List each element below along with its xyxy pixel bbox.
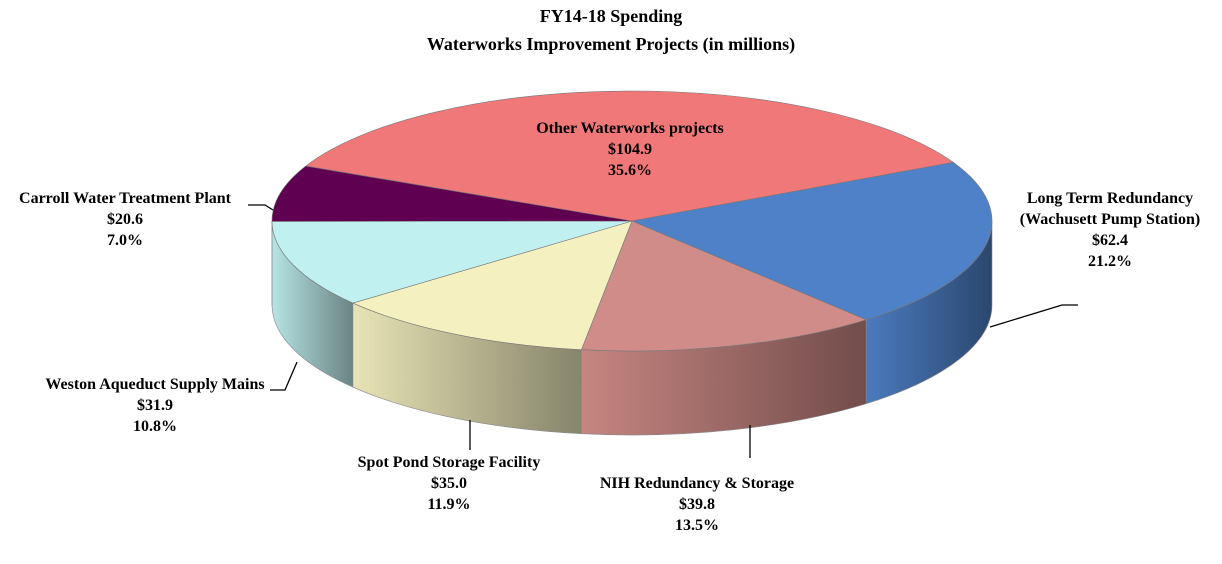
slice-label: Spot Pond Storage Facility $35.0 11.9%: [349, 452, 549, 515]
slice: [271, 220, 633, 304]
slice: [271, 165, 633, 222]
slice: [305, 90, 955, 222]
slice-name: NIH Redundancy & Storage: [599, 475, 795, 492]
slice-name: Weston Aqueduct Supply Mains: [45, 376, 265, 393]
slice-name: Long Term Redundancy (Wachusett Pump Sta…: [1019, 190, 1201, 228]
slice-percent-label: 10.8%: [133, 418, 177, 435]
slice-label: Long Term Redundancy (Wachusett Pump Sta…: [995, 188, 1222, 272]
slice: [580, 220, 867, 352]
slice-percent-label: 35.6%: [608, 162, 652, 179]
slice: [630, 162, 993, 321]
slice: [351, 220, 633, 351]
slice-name: Other Waterworks projects: [536, 120, 724, 137]
slice-value-label: $35.0: [431, 475, 467, 492]
slice-percent-label: 13.5%: [675, 517, 719, 534]
slice-label: Other Waterworks projects $104.9 35.6%: [530, 118, 730, 181]
slice-value-label: $20.6: [107, 211, 143, 228]
slice-name: Spot Pond Storage Facility: [357, 454, 541, 471]
slice-percent-label: 7.0%: [107, 232, 143, 249]
chart-title: FY14-18 Spending: [539, 6, 683, 26]
slice-percent-label: 21.2%: [1088, 253, 1132, 270]
leader-line: [248, 204, 274, 211]
leader-line: [989, 304, 1078, 328]
leader-line: [270, 361, 298, 391]
slice-value-label: $62.4: [1092, 232, 1128, 249]
slice-value-label: $104.9: [608, 141, 652, 158]
slice-value-label: $39.8: [679, 496, 715, 513]
chart-subtitle: Waterworks Improvement Projects (in mill…: [426, 34, 796, 54]
slice-value-label: $31.9: [137, 397, 173, 414]
slice-label: Carroll Water Treatment Plant $20.6 7.0%: [0, 188, 250, 251]
slice-label: NIH Redundancy & Storage $39.8 13.5%: [597, 473, 797, 536]
slice-label: Weston Aqueduct Supply Mains $31.9 10.8%: [25, 374, 285, 437]
slice-name: Carroll Water Treatment Plant: [19, 190, 231, 207]
slice-percent-label: 11.9%: [427, 496, 471, 513]
